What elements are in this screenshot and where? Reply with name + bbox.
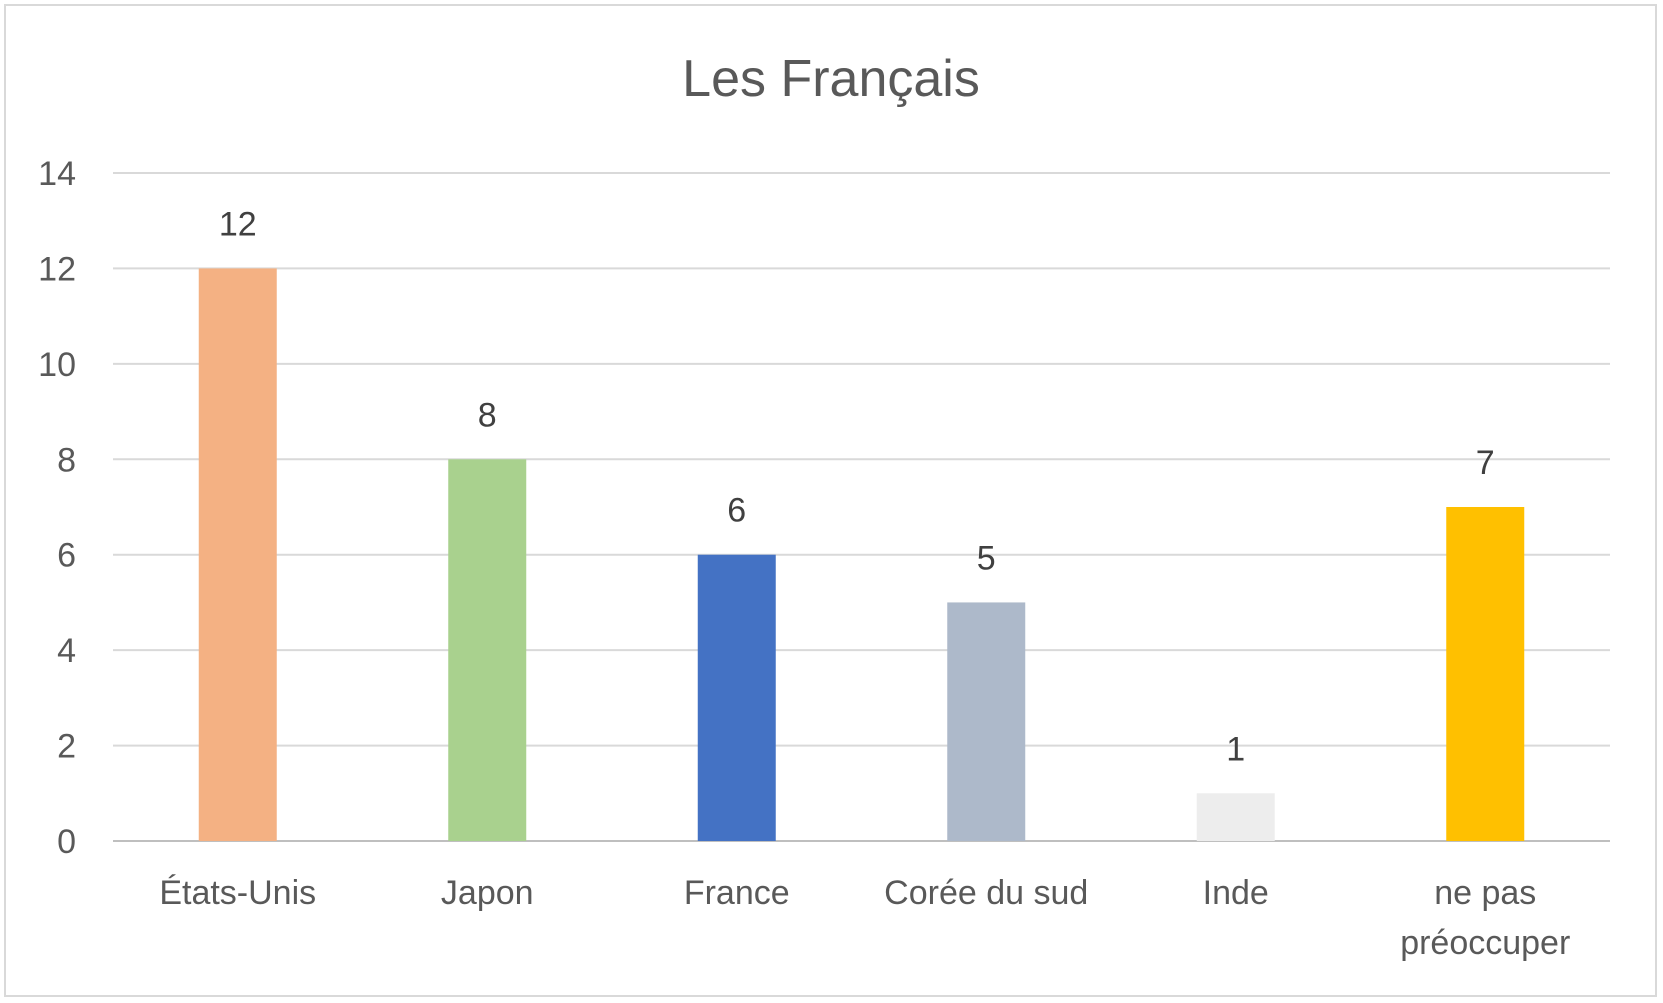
category-label: Corée du sud — [884, 874, 1088, 912]
x-axis-categories: États-Unis Japon France Corée du sud Inde ne … — [159, 874, 1570, 962]
data-label: 5 — [977, 539, 996, 577]
category-label: France — [684, 874, 790, 912]
data-label: 8 — [478, 396, 497, 434]
y-tick-label: 0 — [57, 823, 76, 861]
y-tick-label: 8 — [57, 441, 76, 479]
data-label: 7 — [1476, 444, 1495, 482]
gridlines — [113, 172, 1610, 842]
data-label: 12 — [219, 205, 257, 243]
bar — [1446, 507, 1525, 841]
chart-frame — [4, 4, 1657, 997]
category-label: Japon — [441, 874, 534, 912]
y-tick-label: 12 — [38, 250, 76, 288]
y-tick-label: 4 — [57, 632, 76, 670]
bar — [198, 268, 277, 841]
bar — [947, 602, 1026, 841]
y-tick-label: 14 — [38, 155, 76, 193]
category-label: préoccuper — [1400, 924, 1570, 962]
y-axis-ticks: 0 2 4 6 8 10 12 14 — [38, 155, 76, 861]
category-label: États-Unis — [159, 874, 316, 912]
bars — [198, 268, 1525, 841]
bar — [697, 554, 776, 841]
bar — [448, 459, 527, 841]
data-label: 1 — [1226, 730, 1245, 768]
y-tick-label: 10 — [38, 346, 76, 384]
category-label: Inde — [1203, 874, 1269, 912]
bar — [1196, 793, 1275, 841]
data-label: 6 — [727, 492, 746, 530]
category-label: ne pas — [1434, 874, 1536, 912]
chart-title: Les Français — [682, 50, 980, 108]
y-tick-label: 2 — [57, 728, 76, 766]
data-labels: 12 8 6 5 1 7 — [219, 205, 1495, 768]
y-tick-label: 6 — [57, 537, 76, 575]
